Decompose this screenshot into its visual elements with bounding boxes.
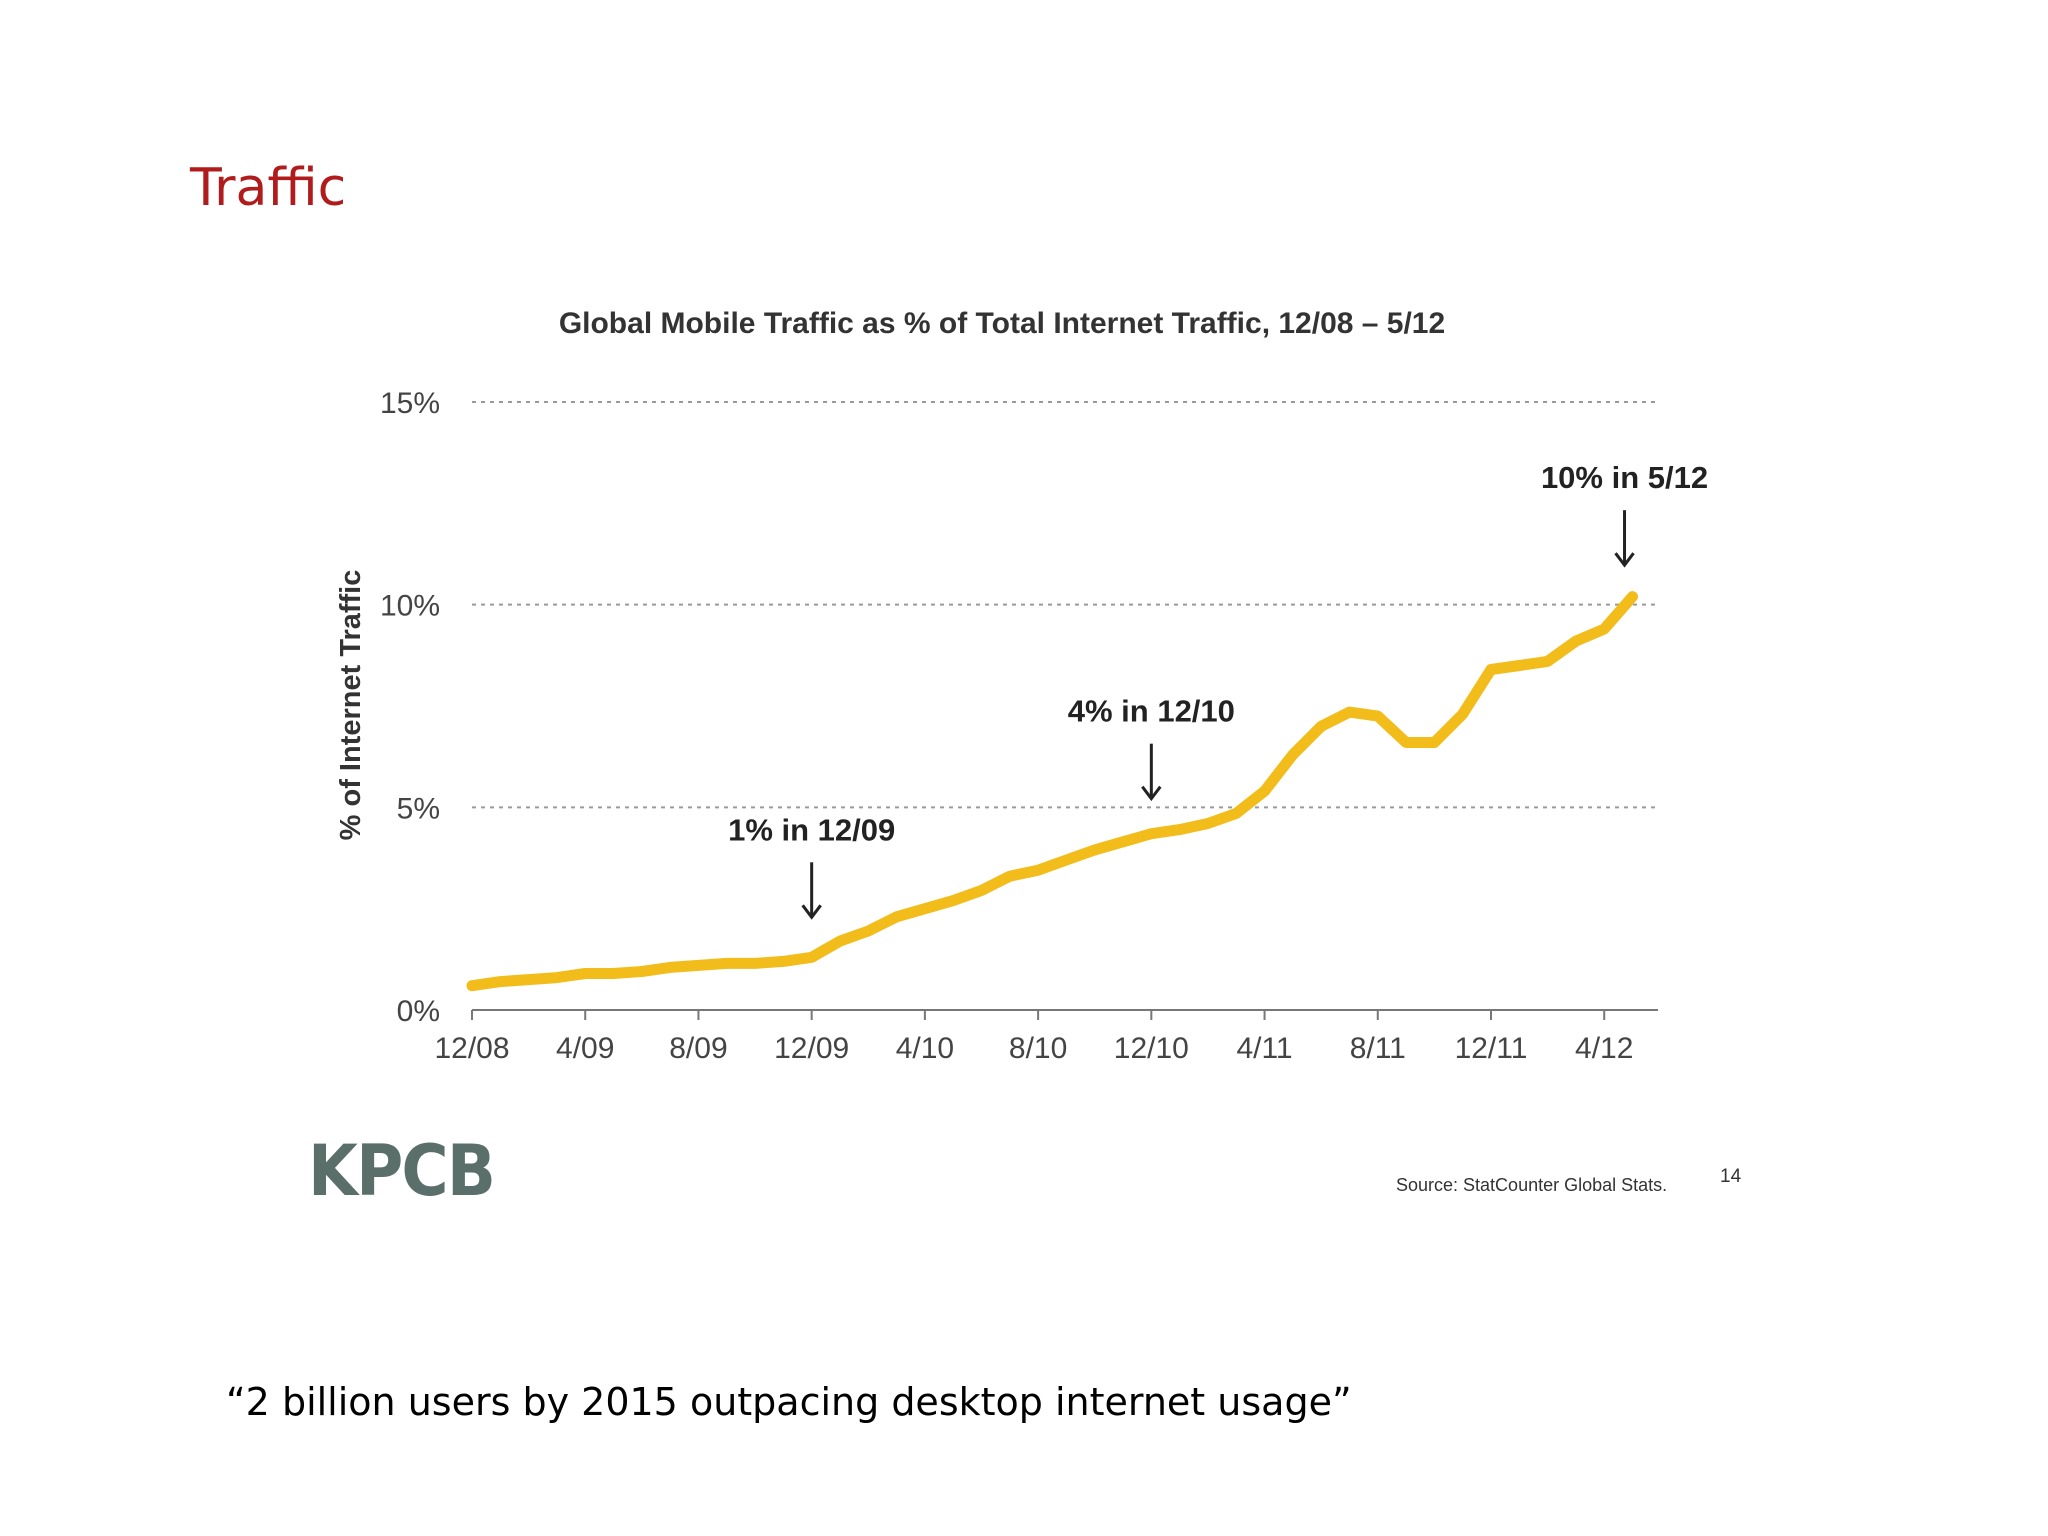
annotation-label-bg xyxy=(711,810,912,851)
data-point xyxy=(1289,751,1296,758)
annotations: 1% in 12/09 4% in 12/10 10% in 5/12 xyxy=(711,460,1708,920)
gridlines xyxy=(472,401,1658,809)
data-point xyxy=(1601,625,1608,632)
data-point xyxy=(553,974,560,981)
series xyxy=(466,591,1638,992)
data-point xyxy=(1374,713,1381,720)
x-axis: 12/08 4/09 8/09 12/09 4/10 8/10 12/10 4/11 8/11 1… xyxy=(434,1009,1658,1065)
y-tick-label: 15% xyxy=(380,387,440,420)
data-point xyxy=(610,970,617,977)
data-point xyxy=(1091,846,1098,853)
data-point xyxy=(1176,826,1183,833)
data-point xyxy=(667,964,674,971)
data-point xyxy=(469,982,475,989)
data-point xyxy=(1403,739,1410,746)
data-point xyxy=(525,976,532,983)
page-number: 14 xyxy=(1720,1166,1742,1187)
x-tick-label: 12/08 xyxy=(434,1032,509,1065)
chart-title: Global Mobile Traffic as % of Total Inte… xyxy=(559,307,1445,340)
data-point xyxy=(1120,838,1127,845)
y-tick-labels: 0% 5% 10% 15% xyxy=(380,387,440,1028)
data-point xyxy=(1006,873,1013,880)
data-point xyxy=(497,978,504,985)
data-point xyxy=(836,938,843,945)
data-point xyxy=(1544,658,1551,665)
x-tick-label: 4/09 xyxy=(556,1032,614,1065)
data-point xyxy=(1572,638,1579,645)
data-point xyxy=(723,960,730,967)
source-note: Source: StatCounter Global Stats. xyxy=(1396,1175,1668,1195)
annotation-label: 10% in 5/12 xyxy=(1541,460,1708,495)
series-line xyxy=(466,591,1638,992)
annotation-arrowhead xyxy=(1141,785,1162,802)
data-point xyxy=(638,968,645,975)
y-tick-label: 5% xyxy=(397,792,440,825)
data-point xyxy=(1204,820,1211,827)
data-point xyxy=(1346,709,1353,716)
x-tick-label: 4/10 xyxy=(896,1032,954,1065)
x-tick-label: 12/10 xyxy=(1114,1032,1189,1065)
data-point xyxy=(1431,739,1438,746)
annotation-label: 4% in 12/10 xyxy=(1068,694,1235,729)
data-point xyxy=(1233,810,1240,817)
annotation-label: 1% in 12/09 xyxy=(728,812,895,847)
x-tick-label: 4/12 xyxy=(1575,1032,1633,1065)
data-point xyxy=(978,887,985,894)
data-point xyxy=(1487,666,1494,673)
slide-title: Traffic xyxy=(190,158,347,218)
data-point xyxy=(1063,857,1070,864)
data-point xyxy=(1629,593,1636,600)
annotation-arrowhead xyxy=(1614,552,1635,568)
x-tick-label: 4/11 xyxy=(1236,1032,1292,1065)
x-tick-label: 8/11 xyxy=(1350,1032,1406,1065)
data-point xyxy=(582,970,589,977)
data-point xyxy=(865,927,872,934)
x-tick-label: 8/10 xyxy=(1009,1032,1067,1065)
data-point xyxy=(1459,711,1466,718)
data-point xyxy=(752,960,759,967)
data-point xyxy=(780,958,787,965)
x-tick-label: 8/09 xyxy=(669,1032,727,1065)
y-tick-label: 0% xyxy=(397,995,440,1028)
data-point xyxy=(921,905,928,912)
data-point xyxy=(893,913,900,920)
data-point xyxy=(1516,662,1523,669)
annotation-arrowhead xyxy=(801,904,822,920)
data-point xyxy=(1261,788,1268,795)
x-tick-label: 12/11 xyxy=(1455,1032,1528,1065)
data-point xyxy=(1318,723,1325,730)
data-point xyxy=(950,897,957,904)
y-axis-label: % of Internet Traffic xyxy=(335,570,367,841)
data-point xyxy=(695,962,702,969)
data-point xyxy=(1035,867,1042,874)
kpcb-logo: KPCB xyxy=(308,1130,496,1212)
y-tick-label: 10% xyxy=(380,590,440,623)
data-point xyxy=(1148,830,1155,837)
x-tick-label: 12/09 xyxy=(774,1032,849,1065)
quote-text: “2 billion users by 2015 outpacing deskt… xyxy=(226,1380,1352,1424)
data-point xyxy=(808,954,815,961)
